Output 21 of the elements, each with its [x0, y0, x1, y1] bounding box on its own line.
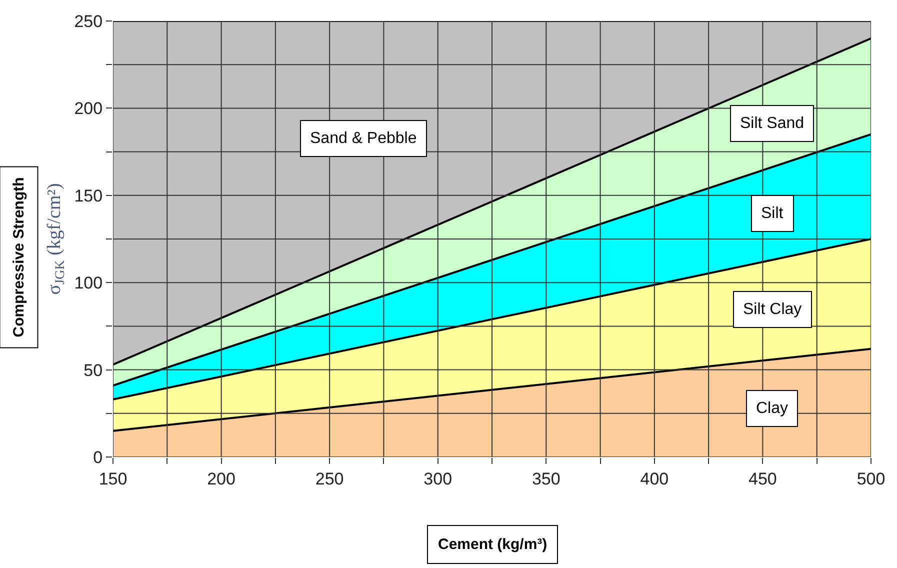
y-tick-label: 200: [74, 99, 103, 118]
text: Compressive Strength: [10, 177, 28, 338]
y-tick-label: 0: [93, 448, 103, 467]
x-tick-label: 500: [856, 469, 886, 488]
x-tick-label: 200: [207, 469, 236, 488]
x-tick-label: 250: [315, 469, 344, 488]
y-tick-label: 100: [74, 274, 103, 293]
x-tick-label: 450: [748, 469, 777, 488]
y-tick-label: 50: [84, 360, 103, 380]
x-axis-title: Cement (kg/m³): [438, 536, 548, 553]
y-tick-label: 150: [74, 186, 103, 206]
y-tick-label: 250: [74, 12, 103, 31]
x-tick-label: 400: [640, 469, 669, 488]
series-label: Sand & Pebble: [310, 130, 417, 147]
series-label: Silt: [761, 205, 784, 222]
series-label: Silt Sand: [740, 115, 804, 132]
x-tick-label: 300: [424, 469, 452, 488]
series-label: Silt Clay: [743, 301, 802, 318]
x-tick-label: 350: [532, 469, 560, 488]
series-label: Clay: [756, 400, 788, 417]
x-tick-label: 150: [98, 469, 128, 488]
